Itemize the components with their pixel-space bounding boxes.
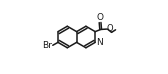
Text: Br: Br [43, 41, 52, 50]
Text: O: O [107, 24, 113, 33]
Text: N: N [96, 38, 103, 47]
Text: O: O [97, 13, 104, 22]
